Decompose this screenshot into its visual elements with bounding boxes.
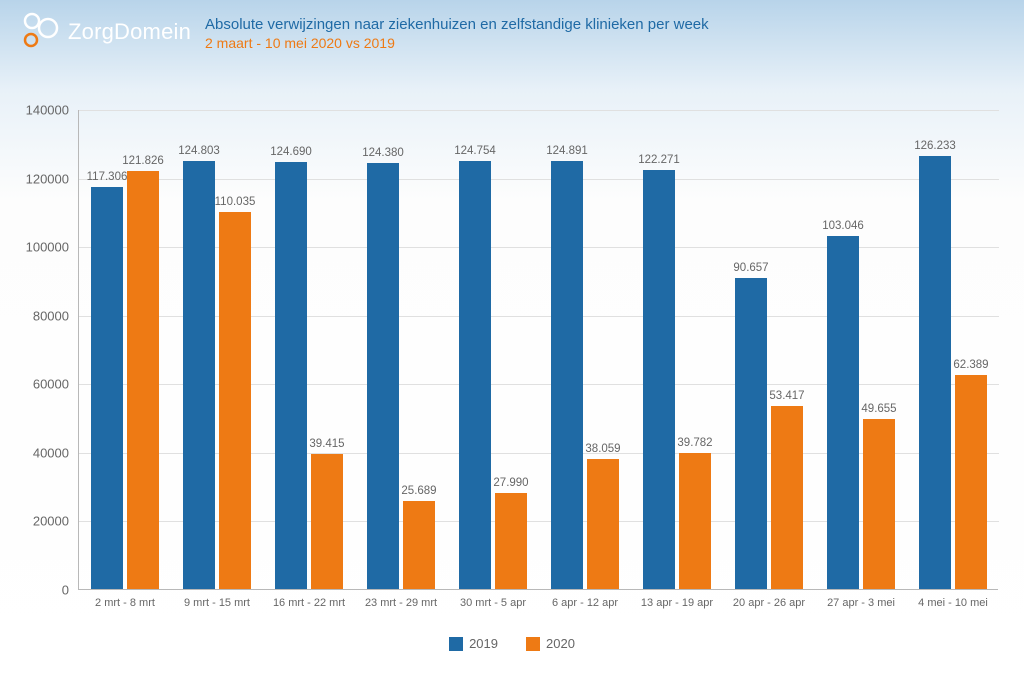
gridline [79, 384, 999, 385]
header: ZorgDomein [18, 10, 191, 54]
bar-2019 [735, 278, 767, 589]
chart-container: ZorgDomein Absolute verwijzingen naar zi… [0, 0, 1024, 674]
bar-2020 [403, 501, 435, 589]
bar-value-label: 124.754 [435, 145, 515, 157]
bar-2019 [551, 161, 583, 589]
x-tick-label: 4 mei - 10 mei [907, 597, 999, 609]
y-tick-label: 80000 [9, 308, 69, 323]
bar-value-label: 124.891 [527, 145, 607, 157]
title-block: Absolute verwijzingen naar ziekenhuizen … [205, 16, 709, 51]
zorgdomein-logo-icon [18, 10, 62, 54]
gridline [79, 179, 999, 180]
chart-subtitle: 2 maart - 10 mei 2020 vs 2019 [205, 35, 709, 51]
y-tick-label: 100000 [9, 240, 69, 255]
bar-value-label: 25.689 [379, 485, 459, 497]
legend-label-2020: 2020 [546, 636, 575, 651]
bar-2020 [955, 375, 987, 589]
brand-logo: ZorgDomein [18, 10, 191, 54]
gridline [79, 110, 999, 111]
bar-value-label: 39.782 [655, 437, 735, 449]
bar-2019 [459, 161, 491, 589]
gridline [79, 247, 999, 248]
bar-value-label: 90.657 [711, 262, 791, 274]
bar-value-label: 53.417 [747, 390, 827, 402]
x-tick-label: 9 mrt - 15 mrt [171, 597, 263, 609]
bar-2019 [367, 163, 399, 589]
bar-value-label: 39.415 [287, 438, 367, 450]
brand-name: ZorgDomein [68, 19, 191, 45]
chart-title: Absolute verwijzingen naar ziekenhuizen … [205, 16, 709, 33]
bar-2020 [127, 171, 159, 589]
y-tick-label: 20000 [9, 514, 69, 529]
bar-value-label: 124.380 [343, 147, 423, 159]
bar-2020 [863, 419, 895, 589]
legend: 2019 2020 [0, 636, 1024, 651]
bar-value-label: 110.035 [195, 196, 275, 208]
x-tick-label: 30 mrt - 5 apr [447, 597, 539, 609]
bar-value-label: 124.690 [251, 146, 331, 158]
legend-swatch-2019 [449, 637, 463, 651]
bar-2019 [919, 156, 951, 589]
bar-value-label: 62.389 [931, 359, 1011, 371]
bar-2020 [495, 493, 527, 589]
bar-2019 [275, 162, 307, 590]
bar-value-label: 122.271 [619, 154, 699, 166]
bar-2020 [311, 454, 343, 589]
gridline [79, 521, 999, 522]
gridline [79, 316, 999, 317]
gridline [79, 453, 999, 454]
bar-2020 [771, 406, 803, 589]
x-tick-label: 20 apr - 26 apr [723, 597, 815, 609]
bar-value-label: 103.046 [803, 220, 883, 232]
legend-item-2019: 2019 [449, 636, 498, 651]
x-tick-label: 23 mrt - 29 mrt [355, 597, 447, 609]
bar-value-label: 49.655 [839, 403, 919, 415]
plot-area: 0200004000060000800001000001200001400001… [78, 110, 998, 590]
bar-2020 [219, 212, 251, 589]
x-tick-label: 6 apr - 12 apr [539, 597, 631, 609]
legend-swatch-2020 [526, 637, 540, 651]
bar-value-label: 126.233 [895, 140, 975, 152]
x-tick-label: 16 mrt - 22 mrt [263, 597, 355, 609]
x-tick-label: 27 apr - 3 mei [815, 597, 907, 609]
y-tick-label: 60000 [9, 377, 69, 392]
legend-item-2020: 2020 [526, 636, 575, 651]
y-tick-label: 40000 [9, 445, 69, 460]
bar-2019 [91, 187, 123, 589]
y-tick-label: 0 [9, 583, 69, 598]
bar-2019 [643, 170, 675, 589]
bar-value-label: 38.059 [563, 443, 643, 455]
bar-2020 [679, 453, 711, 589]
bar-value-label: 27.990 [471, 477, 551, 489]
y-tick-label: 140000 [9, 103, 69, 118]
x-tick-label: 2 mrt - 8 mrt [79, 597, 171, 609]
bar-value-label: 124.803 [159, 145, 239, 157]
bar-value-label: 121.826 [103, 155, 183, 167]
legend-label-2019: 2019 [469, 636, 498, 651]
bar-2020 [587, 459, 619, 589]
bar-2019 [183, 161, 215, 589]
x-tick-label: 13 apr - 19 apr [631, 597, 723, 609]
y-tick-label: 120000 [9, 171, 69, 186]
